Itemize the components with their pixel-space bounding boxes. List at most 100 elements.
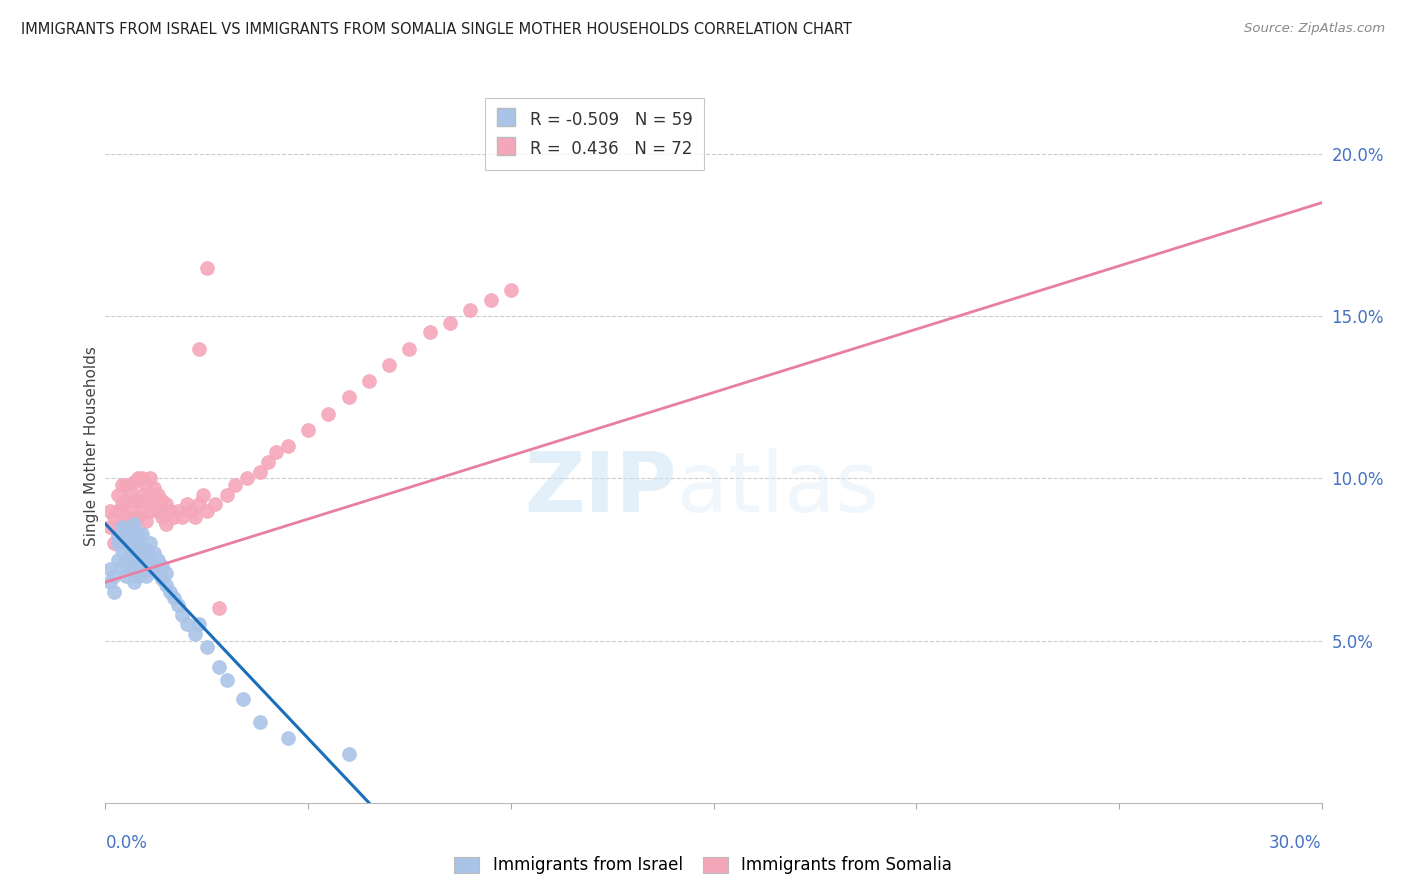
Point (114, 536, 136, 550)
Point (143, 546, 166, 560)
Point (143, 559, 166, 574)
Point (204, 497, 226, 511)
Point (159, 504, 181, 518)
Text: ZIP: ZIP (524, 449, 678, 529)
Point (150, 510, 173, 524)
Point (131, 552, 153, 566)
Point (103, 510, 125, 524)
Point (357, 374, 380, 388)
Point (103, 568, 125, 582)
Point (127, 556, 149, 570)
Point (107, 488, 129, 502)
Point (195, 260, 218, 275)
Point (139, 562, 162, 576)
Point (458, 302, 481, 317)
Point (337, 747, 360, 761)
Text: Source: ZipAtlas.com: Source: ZipAtlas.com (1244, 22, 1385, 36)
Point (135, 568, 157, 582)
Point (176, 497, 198, 511)
Point (131, 566, 153, 580)
Point (111, 497, 134, 511)
Point (114, 478, 136, 492)
Point (98, 504, 121, 518)
Point (122, 516, 145, 531)
Point (118, 536, 141, 550)
Point (127, 471, 149, 485)
Point (143, 481, 166, 495)
Point (337, 390, 360, 404)
Point (183, 627, 205, 641)
Point (195, 504, 218, 518)
Point (163, 591, 186, 606)
Point (114, 552, 136, 566)
Y-axis label: Single Mother Households: Single Mother Households (83, 346, 98, 546)
Point (131, 471, 153, 485)
Point (167, 598, 190, 612)
Point (111, 478, 134, 492)
Point (150, 494, 173, 508)
Point (114, 494, 136, 508)
Point (249, 465, 271, 479)
Point (118, 484, 141, 499)
Point (118, 520, 141, 534)
Legend: R = -0.509   N = 59, R =  0.436   N = 72: R = -0.509 N = 59, R = 0.436 N = 72 (485, 97, 704, 169)
Point (111, 520, 134, 534)
Point (127, 540, 149, 554)
Point (208, 659, 231, 673)
Point (155, 516, 177, 531)
Point (107, 526, 129, 541)
Point (297, 423, 319, 437)
Point (118, 520, 141, 534)
Point (479, 293, 502, 307)
Point (122, 530, 145, 544)
Point (139, 549, 162, 564)
Point (439, 316, 461, 330)
Point (195, 640, 218, 654)
Point (135, 494, 157, 508)
Point (187, 342, 209, 356)
Point (118, 562, 141, 576)
Point (98, 520, 121, 534)
Point (172, 607, 194, 622)
Point (127, 568, 149, 582)
Point (499, 283, 522, 297)
Point (118, 504, 141, 518)
Point (180, 504, 202, 518)
Point (127, 510, 149, 524)
Point (146, 488, 169, 502)
Point (122, 575, 145, 590)
Point (217, 673, 239, 687)
Point (135, 542, 157, 557)
Point (139, 488, 162, 502)
Point (150, 559, 173, 574)
Point (103, 536, 125, 550)
Point (122, 475, 145, 489)
Point (232, 692, 254, 706)
Point (146, 566, 169, 580)
Point (143, 497, 166, 511)
Point (139, 504, 162, 518)
Point (139, 536, 162, 550)
Point (131, 504, 153, 518)
Point (111, 559, 134, 574)
Point (107, 504, 129, 518)
Point (122, 494, 145, 508)
Point (131, 540, 153, 554)
Point (419, 326, 441, 340)
Point (224, 478, 246, 492)
Text: 30.0%: 30.0% (1270, 834, 1322, 852)
Point (187, 617, 209, 632)
Point (135, 556, 157, 570)
Legend: Immigrants from Israel, Immigrants from Somalia: Immigrants from Israel, Immigrants from … (450, 851, 956, 880)
Point (167, 504, 190, 518)
Text: atlas: atlas (678, 449, 879, 529)
Point (163, 510, 186, 524)
Point (191, 488, 214, 502)
Point (135, 514, 157, 528)
Point (107, 536, 129, 550)
Point (114, 530, 136, 544)
Point (155, 497, 177, 511)
Point (135, 478, 157, 492)
Point (127, 526, 149, 541)
Point (146, 504, 169, 518)
